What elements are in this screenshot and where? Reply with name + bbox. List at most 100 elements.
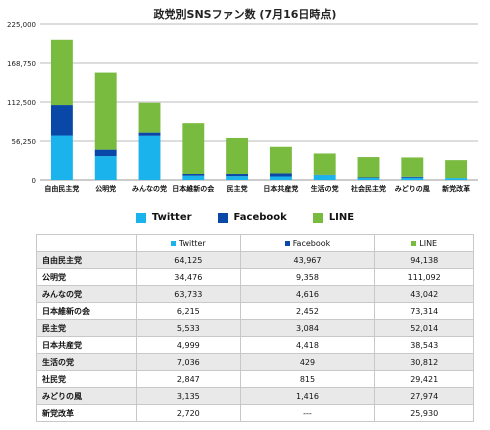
bar-segment-line	[138, 102, 161, 133]
legend-swatch-line	[312, 212, 323, 223]
table-row: みんなの党 63,733 4,616 43,042	[36, 285, 474, 303]
twitter-cell: 3,135	[136, 387, 241, 405]
header-swatch-twitter	[170, 240, 176, 246]
facebook-cell: 3,084	[239, 319, 376, 337]
legend-swatch-twitter	[135, 212, 146, 223]
facebook-cell: 815	[239, 370, 376, 388]
x-tick-label: 生活の党	[311, 184, 339, 193]
bar-segment-twitter	[182, 175, 205, 180]
header-label-twitter: Twitter	[178, 238, 206, 248]
line-cell: 94,138	[374, 251, 474, 269]
x-tick-label: 社会民主党	[350, 184, 386, 193]
line-cell: 52,014	[374, 319, 474, 337]
facebook-cell: 1,416	[239, 387, 376, 405]
stacked-bar-chart: 225,000 168,750 112,500 56,250 0 自由民主党 公明党 みんなの…	[0, 18, 490, 198]
legend-swatch-facebook	[217, 212, 228, 223]
bar-segment-twitter	[226, 176, 249, 180]
twitter-cell: 2,847	[136, 370, 241, 388]
table-row: 自由民主党 64,125 43,967 94,138	[36, 251, 474, 269]
table-row: みどりの風 3,135 1,416 27,974	[36, 387, 474, 405]
bar-segment-twitter	[50, 135, 73, 180]
table-header-line: LINE	[374, 234, 474, 252]
bar-segment-facebook	[226, 174, 249, 177]
party-cell: みんなの党	[36, 285, 137, 303]
facebook-cell: 4,616	[239, 285, 376, 303]
twitter-cell: 34,476	[136, 268, 241, 286]
x-tick-label: 日本共産党	[263, 184, 298, 193]
bar-segment-line	[445, 160, 468, 179]
party-cell: 社民党	[36, 370, 137, 388]
party-cell: 日本共産党	[36, 336, 137, 354]
legend-label-line: LINE	[328, 212, 355, 223]
party-cell: 自由民主党	[36, 251, 137, 269]
legend-label-facebook: Facebook	[233, 212, 287, 223]
y-tick-label: 225,000	[7, 21, 36, 29]
chart-svg: 225,000 168,750 112,500 56,250 0 自由民主党 公明党 みんなの…	[7, 21, 478, 193]
y-tick-label: 168,750	[7, 60, 36, 68]
bar-segment-line	[50, 39, 73, 106]
party-cell: 民主党	[36, 319, 137, 337]
bar-segment-facebook	[182, 173, 205, 176]
table-header-facebook: Facebook	[239, 234, 376, 252]
facebook-cell: 2,452	[239, 302, 376, 320]
header-label-facebook: Facebook	[292, 238, 331, 248]
x-tick-label: 民主党	[227, 184, 248, 193]
line-cell: 29,421	[374, 370, 474, 388]
twitter-cell: 5,533	[136, 319, 241, 337]
facebook-cell: 4,418	[239, 336, 376, 354]
table-row: 新党改革 2,720 --- 25,930	[36, 404, 474, 422]
x-tick-label: 自由民主党	[44, 184, 79, 193]
legend-item-twitter: Twitter	[135, 212, 192, 223]
bar-segment-line	[357, 157, 380, 178]
bar-segment-twitter	[445, 178, 468, 180]
bar-segment-facebook	[138, 132, 161, 136]
x-tick-label: 公明党	[95, 184, 116, 193]
bar-segment-facebook	[94, 149, 117, 157]
bar-segment-line	[94, 72, 117, 150]
legend-label-twitter: Twitter	[151, 212, 192, 223]
facebook-cell: 429	[239, 353, 376, 371]
twitter-cell: 2,720	[136, 404, 241, 422]
header-swatch-line	[411, 240, 417, 246]
bar-segment-line	[269, 146, 292, 174]
header-swatch-facebook	[284, 240, 290, 246]
line-cell: 38,543	[374, 336, 474, 354]
twitter-cell: 63,733	[136, 285, 241, 303]
table-header-twitter: Twitter	[136, 234, 241, 252]
line-cell: 27,974	[374, 387, 474, 405]
line-cell: 25,930	[374, 404, 474, 422]
table-row: 公明党 34,476 9,358 111,092	[36, 268, 474, 286]
line-cell: 111,092	[374, 268, 474, 286]
bar-segment-twitter	[313, 175, 336, 180]
table-row: 生活の党 7,036 429 30,812	[36, 353, 474, 371]
legend-item-facebook: Facebook	[217, 212, 287, 223]
table-row: 民主党 5,533 3,084 52,014	[36, 319, 474, 337]
y-tick-label: 0	[32, 177, 36, 185]
party-cell: 新党改革	[36, 404, 137, 422]
bar-segment-twitter	[138, 135, 161, 180]
bar-segment-facebook	[269, 173, 292, 177]
table-header-party	[36, 234, 137, 252]
table-row: 日本共産党 4,999 4,418 38,543	[36, 336, 474, 354]
chart-legend: Twitter Facebook LINE	[0, 212, 490, 223]
party-cell: 生活の党	[36, 353, 137, 371]
bar-segment-line	[313, 153, 336, 175]
party-cell: 公明党	[36, 268, 137, 286]
twitter-cell: 7,036	[136, 353, 241, 371]
bar-segment-facebook	[50, 105, 73, 136]
bar-segment-line	[226, 137, 249, 175]
party-cell: 日本維新の会	[36, 302, 137, 320]
y-tick-label: 56,250	[12, 138, 37, 146]
facebook-cell: ---	[239, 404, 376, 422]
data-table: Twitter Facebook LINE 自由民主党 64,125 43,96…	[36, 234, 474, 422]
bar-segment-twitter	[94, 156, 117, 180]
line-cell: 73,314	[374, 302, 474, 320]
facebook-cell: 9,358	[239, 268, 376, 286]
header-label-line: LINE	[419, 238, 438, 248]
twitter-cell: 64,125	[136, 251, 241, 269]
bar-segment-line	[401, 157, 424, 177]
bar-segment-facebook	[401, 176, 424, 178]
table-header-row: Twitter Facebook LINE	[36, 234, 474, 252]
party-cell: みどりの風	[36, 387, 137, 405]
x-tick-label: 新党改革	[442, 184, 470, 193]
